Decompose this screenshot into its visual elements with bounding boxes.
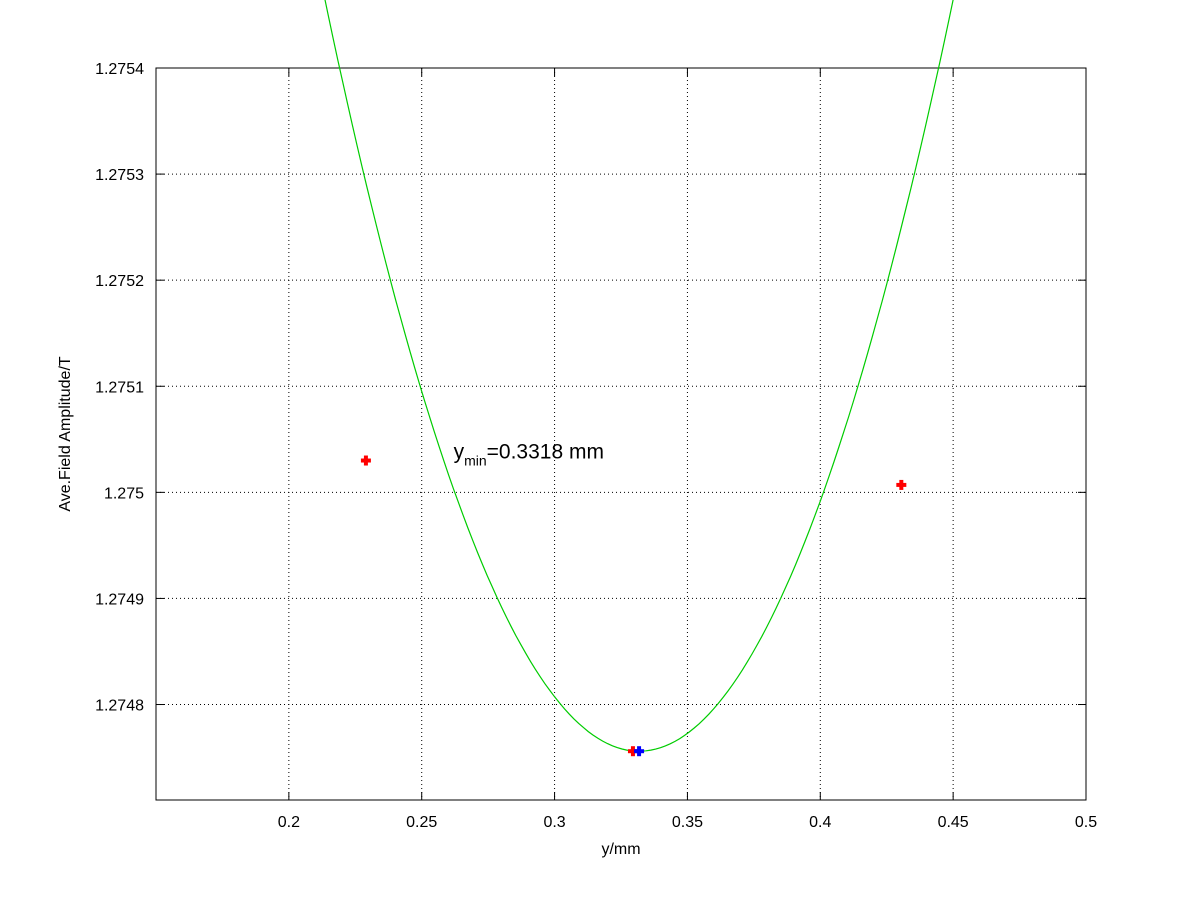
series-layer: [324, 0, 954, 757]
y-tick-label: 1.2749: [95, 591, 144, 608]
annotation-value: =0.3318 mm: [487, 440, 604, 463]
y-tick-label: 1.2751: [95, 379, 144, 396]
y-tick-label: 1.2753: [95, 167, 144, 184]
data-point-marker: [896, 479, 907, 490]
x-tick-label: 0.25: [406, 814, 437, 831]
x-tick-label: 0.5: [1075, 814, 1097, 831]
data-point-marker: [360, 455, 371, 466]
y-axis: 1.2748 1.2749 1.275 1.2751 1.2752 1.2753 1.275…: [95, 61, 1086, 715]
y-min-annotation: ymin=0.3318 mm: [454, 440, 604, 468]
x-tick-label: 0.35: [672, 814, 703, 831]
y-axis-label: Ave.Field Amplitude/T: [57, 356, 74, 512]
x-tick-label: 0.45: [938, 814, 969, 831]
y-tick-label: 1.275: [104, 485, 144, 502]
x-tick-label: 0.3: [543, 814, 565, 831]
minimum-marker: [634, 746, 645, 757]
x-axis-label: y/mm: [601, 841, 640, 858]
annotation-base: y: [454, 440, 465, 463]
y-tick-label: 1.2754: [95, 61, 144, 78]
x-tick-label: 0.4: [809, 814, 831, 831]
annotation-subscript: min: [464, 452, 487, 468]
plot-area-frame: [155, 67, 1087, 801]
y-tick-label: 1.2748: [95, 698, 144, 715]
x-tick-label: 0.2: [278, 814, 300, 831]
x-axis: 0.2 0.25 0.3 0.35 0.4 0.45 0.5: [278, 68, 1097, 831]
y-tick-label: 1.2752: [95, 273, 144, 290]
grid-lines: [156, 68, 1086, 800]
